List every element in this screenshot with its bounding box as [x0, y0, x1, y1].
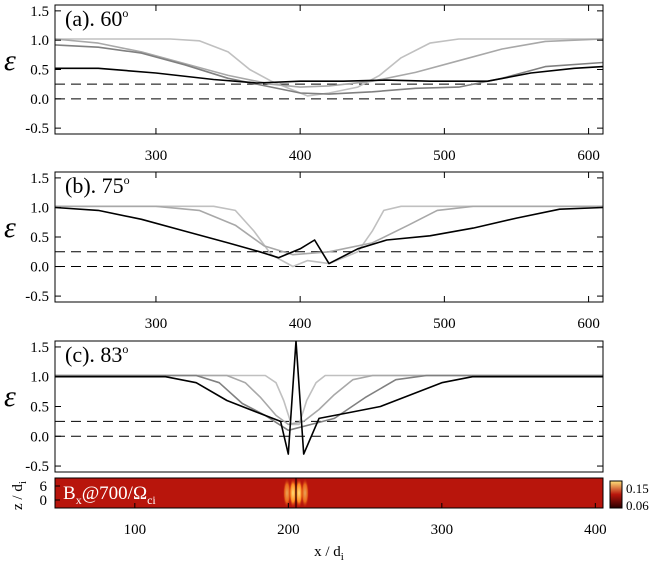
plot-frame — [54, 340, 604, 473]
colorbar-tick-label: 0.15 — [626, 481, 649, 496]
y-tick-label: 1.5 — [30, 171, 49, 187]
panel-a: 1.5 1.0 0.5 0.0 -0.5 300 400 500 600 (a). 60o ε — [4, 4, 604, 164]
map-y-axis-label-sub: i — [17, 481, 29, 484]
series-line-2 — [55, 44, 603, 95]
series-line-1 — [55, 205, 603, 256]
map-x-tick-label: 400 — [584, 522, 607, 538]
x-tick-label: 300 — [145, 316, 168, 332]
series-group — [55, 205, 603, 268]
heatmap-label: Bx@700/Ωci — [63, 483, 156, 507]
label-rest: @700/Ω — [82, 483, 147, 504]
map-y-axis-label: z / di — [10, 481, 29, 510]
heatmap-frame — [54, 477, 604, 509]
y-tick-label: 1.5 — [30, 4, 49, 20]
heatmap-structure-1 — [288, 478, 297, 508]
x-tick-label: 600 — [577, 148, 600, 164]
map-x-tick-label: 100 — [124, 522, 147, 538]
series-line-1 — [55, 374, 603, 426]
y-axis-label: ε — [4, 211, 16, 244]
series-group — [55, 341, 603, 455]
y-tick-label: 0.0 — [30, 260, 49, 276]
series-group — [55, 38, 603, 97]
heatmap-field — [55, 478, 603, 508]
y-tick-label: -0.5 — [25, 121, 49, 137]
label-rest-sub: ci — [147, 493, 156, 507]
map-x-tick-label: 300 — [431, 522, 454, 538]
degree-symbol: o — [122, 342, 128, 356]
y-tick-label: 1.5 — [30, 340, 49, 356]
map-x-tick-label: 200 — [277, 522, 300, 538]
x-tick-label: 500 — [433, 148, 456, 164]
x-tick-label: 400 — [289, 316, 312, 332]
panel-c: 1.5 1.0 0.5 0.0 -0.5 (c). 83o ε — [4, 340, 604, 475]
y-tick-label: 0.0 — [30, 429, 49, 445]
series-line-0 — [55, 205, 603, 268]
y-tick-label: 1.0 — [30, 370, 49, 386]
x-tick-label: 600 — [577, 316, 600, 332]
panel-label: (c). 83o — [65, 342, 128, 367]
map-y-tick-label: 6 — [40, 479, 48, 495]
series-line-1 — [55, 38, 603, 88]
y-tick-label: -0.5 — [25, 289, 49, 305]
map-x-axis-label-sub: i — [341, 551, 344, 563]
x-tick-label: 400 — [289, 148, 312, 164]
y-tick-label: 1.0 — [30, 33, 49, 49]
series-line-0 — [55, 38, 603, 97]
y-tick-label: 1.0 — [30, 200, 49, 216]
y-axis-label: ε — [4, 380, 16, 413]
series-line-3 — [55, 65, 603, 84]
y-tick-label: -0.5 — [25, 459, 49, 475]
heatmap-structure-2 — [294, 478, 303, 508]
panel-label: (b). 75o — [65, 173, 130, 198]
series-line-0 — [55, 374, 603, 426]
series-line-2 — [55, 206, 603, 265]
heatmap-structure-3 — [300, 478, 309, 508]
heatmap-structure-0 — [282, 478, 291, 508]
map-x-axis-label: x / di — [314, 544, 344, 563]
y-tick-label: 0.0 — [30, 92, 49, 108]
x-tick-label: 500 — [433, 316, 456, 332]
panel-heatmap: Bx@700/Ωci 60 z / di 100 200 300 400 x / di 0.15… — [10, 477, 649, 563]
map-y-tick-label: 0 — [40, 493, 48, 509]
degree-symbol: o — [124, 173, 130, 187]
panel-label: (a). 60o — [65, 6, 128, 31]
y-axis-label: ε — [4, 44, 16, 77]
y-tick-label: 0.5 — [30, 400, 49, 416]
label-sub: x — [76, 493, 82, 507]
y-tick-label: 0.5 — [30, 63, 49, 79]
colorbar-tick-label: 0.06 — [626, 498, 649, 513]
plot-frame — [54, 4, 604, 135]
series-line-2 — [55, 374, 603, 432]
colorbar — [609, 480, 623, 509]
degree-symbol: o — [122, 6, 128, 20]
x-tick-label: 300 — [145, 148, 168, 164]
panel-b: 1.5 1.0 0.5 0.0 -0.5 300 400 500 600 (b). 75o ε — [4, 171, 604, 332]
y-tick-label: 0.5 — [30, 230, 49, 246]
plot-frame — [54, 171, 604, 303]
series-line-3 — [55, 341, 603, 455]
